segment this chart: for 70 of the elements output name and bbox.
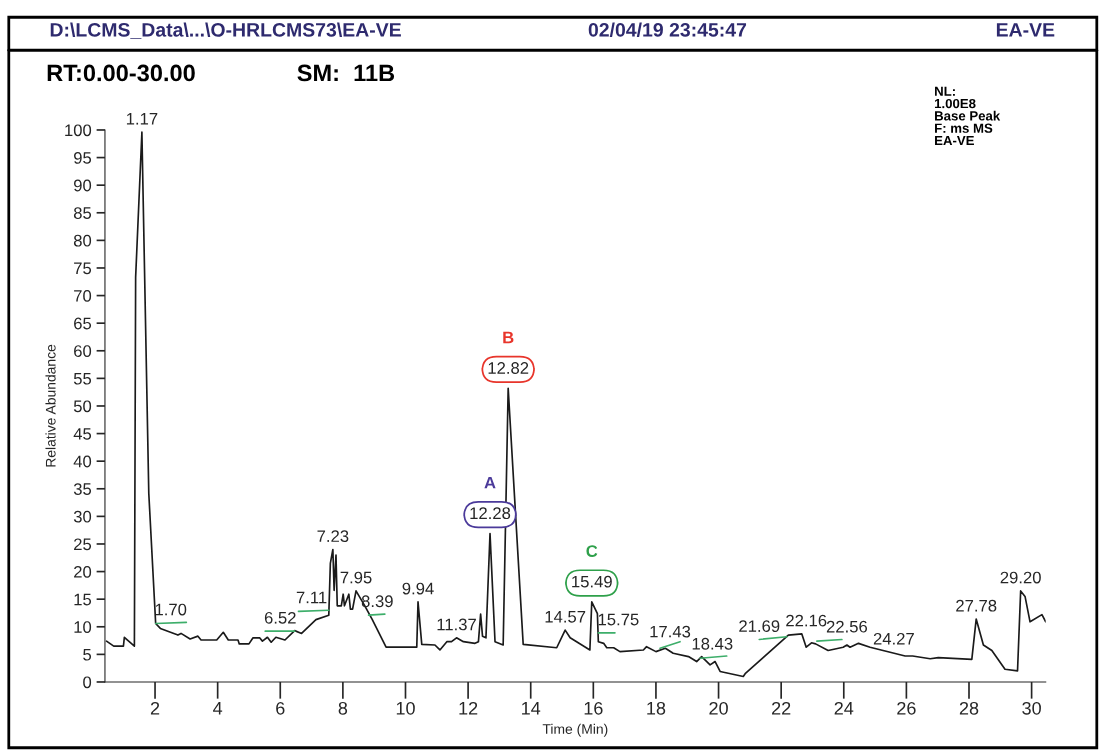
y-tick-label: 85 [73, 207, 92, 219]
annotation: 11.37 [437, 618, 476, 631]
y-tick-label: 35 [73, 483, 92, 495]
annotation: 8.39 [361, 595, 393, 608]
annotation: 24.27 [873, 632, 914, 645]
y-tick-label: 20 [74, 565, 92, 578]
line-series [105, 131, 1046, 678]
annotation: 1.17 [126, 113, 158, 125]
annotation: A [484, 476, 496, 489]
text: RT:0.00-30.00 [47, 64, 195, 82]
text: 02/04/19 23:45:47 [588, 22, 747, 37]
x-tick-label: 2 [150, 701, 160, 715]
y-tick-label: 25 [74, 538, 92, 551]
y-tick-label: 75 [74, 262, 92, 275]
x-tick-label: 28 [959, 701, 979, 715]
y-tick-label: 65 [74, 317, 92, 330]
chart-title: D:\LCMS_Data\...\O-HRLCMS73\EA-VE [50, 22, 401, 39]
annotation: 9.94 [402, 582, 434, 595]
x-tick-label: 22 [772, 701, 791, 715]
y-tick-label: 55 [73, 372, 92, 385]
annotation: 7.95 [340, 571, 372, 584]
annotation: 21.69 [739, 620, 780, 633]
annotation: NL: 1.00E8 Base Peak F: ms MS EA-VE [934, 86, 1001, 146]
y-tick-label: 90 [74, 179, 92, 192]
x-tick-label: 6 [276, 701, 285, 715]
x-tick-label: 24 [834, 701, 854, 715]
x-tick-label: 4 [213, 702, 223, 715]
text: EA-VE [996, 23, 1055, 37]
annotation: 18.43 [692, 637, 733, 650]
annotation: C [586, 545, 598, 557]
x-tick-label: 8 [338, 701, 348, 715]
annotation: 15.49 [572, 575, 612, 588]
x-axis-title: Time (Min) [542, 723, 608, 737]
x-tick-label: 18 [647, 701, 666, 715]
y-tick-label: 30 [73, 510, 92, 523]
annotation: 29.20 [1000, 571, 1041, 584]
annotation: 15.75 [598, 613, 639, 626]
x-tick-label: 12 [459, 701, 478, 715]
annotation: 22.56 [826, 620, 868, 633]
annotation: 14.57 [545, 611, 586, 623]
y-tick-label: 70 [74, 289, 92, 302]
annotation: 1.70 [155, 603, 187, 616]
y-tick-label: 15 [74, 593, 92, 606]
annotation: 12.82 [488, 362, 529, 374]
x-tick-label: 16 [584, 701, 603, 715]
annotation: 7.11 [296, 591, 327, 604]
y-axis-title: Relative Abundance [45, 344, 56, 467]
y-tick-label: 0 [83, 676, 92, 689]
x-tick-label: 14 [522, 702, 541, 715]
annotation: 7.23 [317, 530, 349, 543]
y-tick-label: 5 [83, 648, 92, 661]
y-tick-label: 10 [74, 621, 92, 633]
text: SM: 11B [297, 64, 395, 82]
annotation: 12.28 [470, 507, 511, 520]
y-tick-label: 40 [73, 455, 92, 468]
y-tick-label: 100 [65, 124, 92, 137]
y-tick-label: 95 [74, 151, 92, 164]
x-tick-label: 30 [1022, 701, 1041, 715]
y-tick-label: 80 [73, 234, 92, 247]
annotation: 17.43 [650, 625, 691, 638]
y-tick-label: 60 [74, 345, 92, 357]
x-tick-label: 10 [396, 701, 415, 715]
x-tick-label: 20 [709, 701, 728, 715]
annotation: 6.52 [264, 611, 296, 624]
annotation: 27.78 [956, 599, 997, 612]
annotation: B [503, 331, 514, 344]
y-tick-label: 50 [73, 400, 92, 413]
annotation: 22.16 [786, 614, 827, 627]
x-tick-label: 26 [897, 701, 916, 715]
y-tick-label: 45 [73, 428, 92, 440]
